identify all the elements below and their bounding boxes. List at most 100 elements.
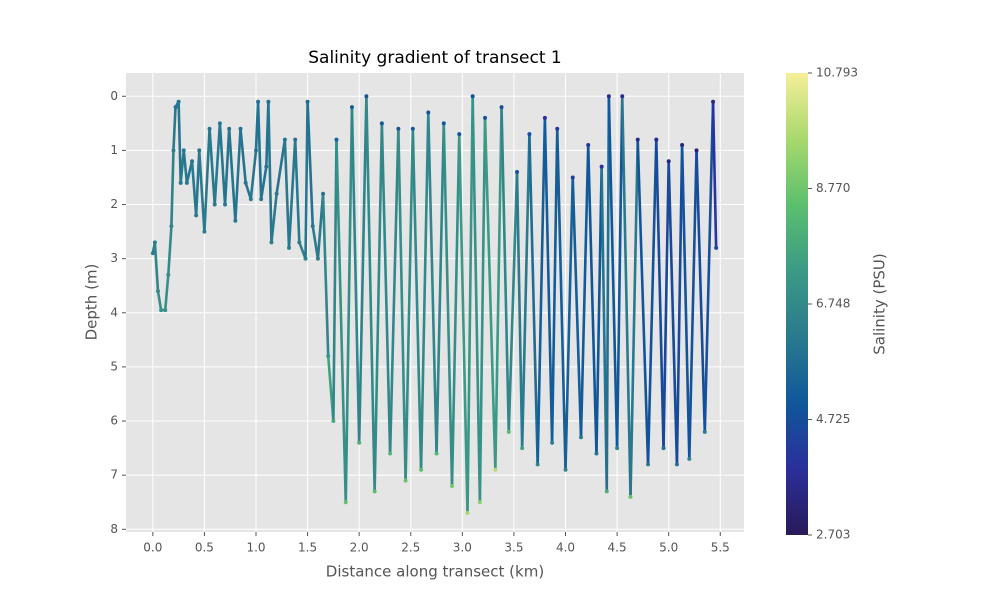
trace-segment — [615, 94, 624, 450]
point — [264, 164, 269, 169]
point — [714, 245, 719, 250]
trace-segment — [213, 122, 222, 206]
trace-segment — [306, 100, 315, 228]
x-tick-label: 3.0 — [453, 541, 472, 555]
point — [555, 126, 560, 131]
point — [410, 126, 415, 131]
trace-segment — [267, 100, 273, 244]
colorbar-label: Salinity (PSU) — [871, 253, 889, 355]
trace-segment — [555, 127, 567, 472]
x-tick-label: 1.5 — [298, 541, 317, 555]
trace-segment — [607, 94, 619, 450]
point — [173, 105, 178, 110]
trace-segment — [675, 143, 684, 466]
trace-segment — [655, 138, 665, 450]
trace-segment — [373, 122, 384, 493]
point — [661, 446, 666, 451]
x-tick-label: 2.0 — [350, 541, 369, 555]
trace-segment — [223, 127, 231, 206]
trace-segment — [595, 165, 603, 455]
trace-segment — [203, 127, 211, 233]
point — [586, 142, 591, 147]
x-tick-label: 2.5 — [401, 541, 420, 555]
chart-title: Salinity gradient of transect 1 — [308, 48, 561, 68]
point — [343, 500, 348, 505]
point — [331, 419, 336, 424]
point — [635, 137, 640, 142]
colorbar-tick-label: 2.703 — [816, 528, 850, 542]
trace-segment — [275, 138, 287, 196]
point — [542, 115, 547, 120]
point — [243, 180, 248, 185]
point — [563, 467, 568, 472]
point — [594, 451, 599, 456]
trace-segment — [227, 127, 237, 223]
point — [176, 99, 181, 104]
trace-segment — [163, 273, 170, 312]
y-tick-label: 4 — [110, 305, 118, 319]
point — [166, 272, 171, 277]
point — [570, 175, 575, 180]
point — [194, 213, 199, 218]
point — [527, 132, 532, 137]
y-axis-label: Depth (m) — [83, 264, 101, 341]
trace-segment — [357, 94, 368, 444]
colorbar-tick-label: 6.748 — [816, 297, 850, 311]
point — [499, 105, 504, 110]
trace-segment — [419, 111, 430, 472]
x-tick-label: 3.5 — [504, 541, 523, 555]
trace-segment — [380, 122, 392, 455]
point — [578, 435, 583, 440]
trace-segment — [536, 116, 547, 466]
trace-segment — [571, 176, 583, 439]
point — [190, 159, 195, 164]
trace-segment — [520, 132, 531, 450]
point — [493, 467, 498, 472]
point — [326, 354, 331, 359]
point — [419, 467, 424, 472]
point — [606, 94, 611, 99]
point — [184, 180, 189, 185]
trace-segment — [249, 149, 258, 201]
trace-segment — [218, 122, 227, 206]
point — [171, 148, 176, 153]
point — [702, 429, 707, 434]
point — [238, 126, 243, 131]
point — [212, 202, 217, 207]
point — [388, 451, 393, 456]
y-tick-label: 0 — [110, 89, 118, 103]
point — [666, 159, 671, 164]
trace-segment — [636, 138, 650, 466]
point — [266, 99, 271, 104]
trace-segment — [457, 132, 469, 515]
point — [248, 197, 253, 202]
trace-segment — [283, 138, 291, 250]
point — [654, 137, 659, 142]
trace-segment — [167, 224, 173, 277]
point — [434, 451, 439, 456]
trace-segment — [688, 149, 698, 461]
point — [599, 164, 604, 169]
x-tick-label: 0.0 — [143, 541, 162, 555]
trace-segment — [579, 143, 590, 439]
point — [197, 148, 202, 153]
point — [227, 126, 232, 131]
point — [470, 94, 475, 99]
point — [550, 440, 555, 445]
y-tick-label: 1 — [110, 143, 118, 157]
colorbar-tick-label: 4.725 — [816, 412, 850, 426]
trace-segment — [442, 122, 454, 488]
y-tick-label: 3 — [110, 251, 118, 265]
trace-segment — [711, 100, 718, 250]
trace-segment — [293, 138, 301, 244]
point — [152, 240, 157, 245]
point — [477, 500, 482, 505]
trace-segment — [182, 149, 189, 185]
point — [305, 99, 310, 104]
point — [396, 126, 401, 131]
trace-segment — [515, 170, 524, 450]
trace-segment — [494, 105, 503, 472]
colorbar-tick-label: 10.793 — [816, 66, 858, 80]
point — [628, 494, 633, 499]
